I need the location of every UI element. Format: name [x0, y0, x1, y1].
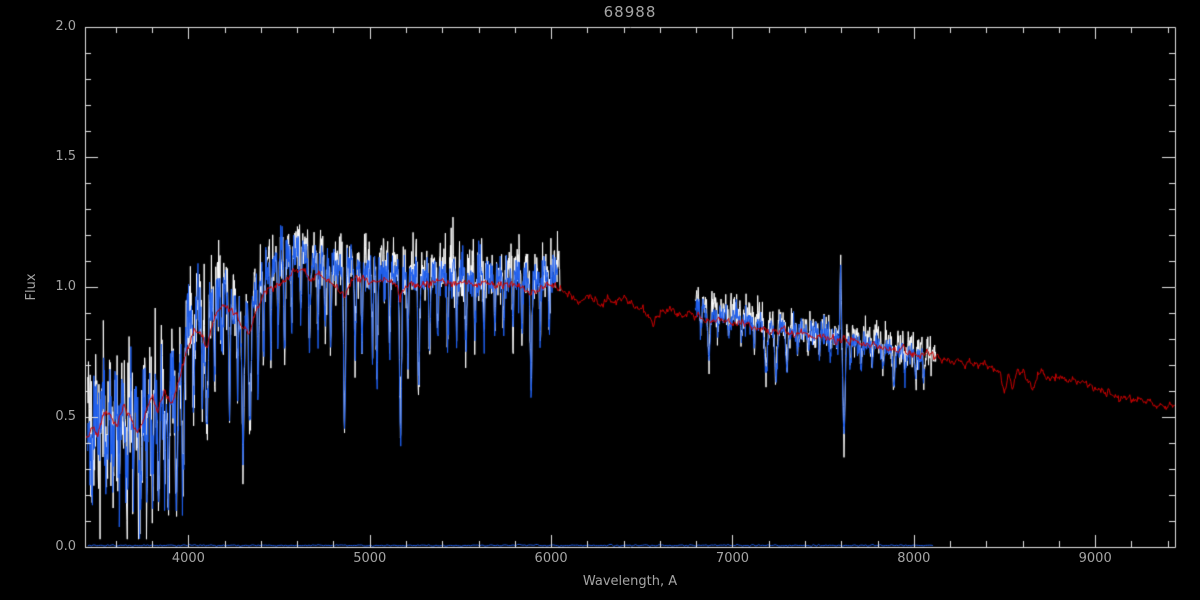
y-axis-label: Flux	[24, 273, 39, 301]
x-axis-label: Wavelength, A	[582, 574, 678, 589]
chart-title: 68988	[603, 3, 657, 21]
